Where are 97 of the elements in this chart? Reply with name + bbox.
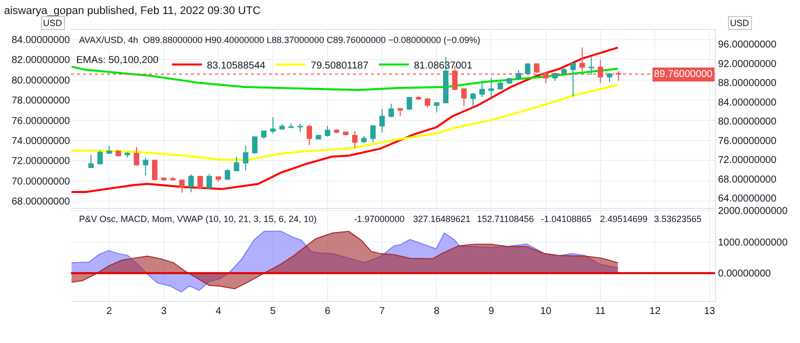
candlestick (588, 56, 594, 76)
y2-tick-label: 88.00000000 (718, 78, 777, 90)
candlestick (516, 70, 522, 80)
y2-tick-label: 84.00000000 (718, 97, 777, 108)
y2-axis-title: USD (730, 18, 750, 28)
candlestick (461, 88, 467, 107)
line-series (71, 84, 619, 161)
candlestick (524, 62, 530, 76)
y2-tick-label: 2000.00000000 (718, 206, 788, 217)
chart-title: aiswarya_gopan published, Feb 11, 2022 09:30 UTC (4, 4, 261, 17)
y-tick-label: 80.00000000 (12, 75, 70, 86)
annotation: 327.16489621 (413, 214, 471, 224)
y-tick-label: 76.00000000 (12, 116, 70, 127)
line-series (71, 46, 619, 194)
y2-tick-label: 68.00000000 (718, 174, 777, 186)
annotation: 3.53623565 (654, 214, 702, 224)
candlestick (552, 72, 558, 82)
candlestick (242, 145, 248, 172)
candlestick (206, 173, 212, 190)
y-axis-title: USD (43, 18, 62, 28)
candlestick (580, 47, 585, 72)
ref-line-label: 89.76000000 (654, 69, 713, 80)
y-tick-label: 82.00000000 (12, 55, 70, 66)
candlestick (106, 145, 112, 154)
legend-label: 83.10588544 (206, 60, 266, 72)
y-tick-label: 70.00000000 (12, 176, 70, 188)
candlestick (298, 122, 303, 133)
legend-label: 79.50801187 (310, 60, 369, 72)
y2-tick-label: 76.00000000 (718, 136, 777, 147)
legend-title: EMAs: 50,100,200 (76, 55, 159, 66)
candlestick (188, 174, 194, 193)
candlestick (570, 62, 576, 98)
x-tick-label: 9 (488, 306, 494, 317)
annotation: 2.49514699 (600, 214, 648, 224)
y2-tick-label: 72.00000000 (718, 155, 777, 166)
x-tick-label: 6 (324, 306, 331, 317)
candlestick (370, 125, 376, 143)
candlestick (488, 77, 494, 99)
candlestick (398, 108, 403, 117)
y-tick-label: 84.00000000 (12, 34, 70, 46)
candlestick (252, 136, 258, 154)
x-tick-label: 8 (434, 306, 440, 317)
candlestick (479, 81, 485, 98)
candlestick (498, 81, 504, 90)
candlestick (88, 154, 94, 169)
x-tick-label: 5 (270, 306, 276, 317)
y-tick-label: 72.00000000 (12, 156, 70, 168)
candlestick (261, 130, 267, 140)
candlestick (234, 156, 240, 172)
candlestick (134, 146, 140, 166)
x-tick-label: 12 (649, 306, 661, 317)
x-tick-label: 4 (216, 306, 222, 317)
candlestick (316, 134, 322, 140)
y2-tick-label: 96.00000000 (718, 40, 777, 51)
candlestick (197, 175, 203, 190)
candlestick (352, 130, 358, 149)
candlestick (142, 157, 148, 176)
candlestick (424, 98, 430, 108)
candlestick (306, 124, 312, 146)
candlestick (606, 72, 612, 83)
y2-tick-label: 1000.00000000 (718, 237, 788, 248)
candlestick (388, 103, 394, 118)
x-tick-label: 11 (595, 306, 606, 317)
y2-tick-label: 0.00000000 (718, 268, 772, 280)
candlestick (179, 178, 185, 194)
candlestick (379, 108, 385, 134)
candlestick (270, 116, 276, 134)
x-tick-label: 2 (106, 306, 112, 317)
text: AVAX/USD, 4h (79, 35, 138, 45)
candlestick (97, 150, 103, 165)
candlestick (334, 128, 340, 134)
annotation: 152.71108456 (477, 214, 534, 224)
candlestick (342, 131, 348, 136)
y-tick-label: 78.00000000 (12, 96, 70, 107)
x-tick-label: 13 (704, 306, 716, 317)
annotation: O89.88000000 H90.40000000 L88.37000000 C89.76000000 −0.08000000 (−0.09%) (143, 35, 480, 45)
candlestick (506, 77, 512, 84)
candlestick (152, 160, 158, 182)
y2-tick-label: 64.00000000 (718, 193, 777, 204)
candlestick (434, 102, 440, 113)
candlestick (361, 135, 367, 144)
annotation: -1.04108865 (541, 214, 592, 224)
x-tick-label: 7 (379, 306, 386, 317)
candlestick (279, 123, 285, 130)
annotation: -1.97000000 (354, 214, 405, 224)
candlestick (406, 96, 412, 111)
y2-tick-label: 92.00000000 (718, 58, 777, 70)
candlestick (470, 92, 476, 108)
candlestick (324, 125, 330, 137)
y-tick-label: 68.00000000 (12, 196, 70, 208)
x-tick-label: 10 (540, 306, 552, 317)
y2-tick-label: 80.00000000 (718, 116, 777, 128)
x-tick-label: 3 (161, 306, 167, 317)
y-tick-label: 74.00000000 (12, 136, 70, 147)
candlestick (288, 122, 294, 129)
candlestick (116, 149, 122, 158)
text: P&V Osc, MACD, Mom, VWAP (10, 10, 21, 3, 15, 6, 24, 10) (79, 214, 317, 224)
